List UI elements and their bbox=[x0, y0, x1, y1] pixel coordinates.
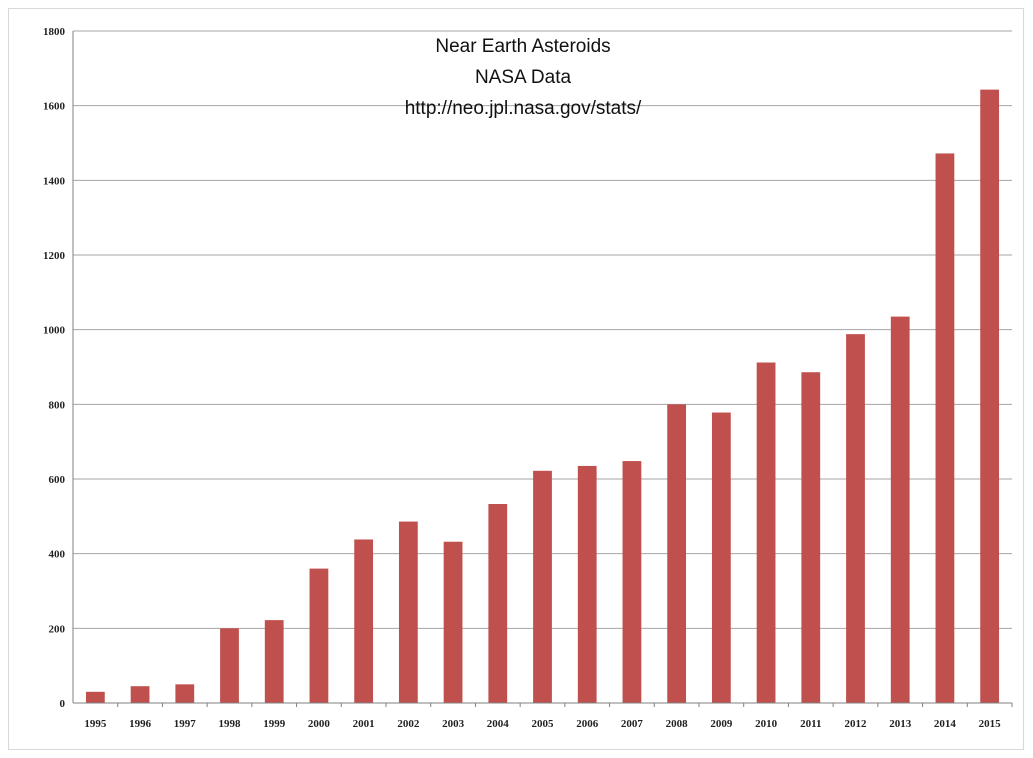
bar-2012 bbox=[846, 334, 865, 703]
x-tick-label-2012: 2012 bbox=[845, 718, 868, 730]
x-tick-label-1996: 1996 bbox=[129, 718, 152, 730]
y-tick-label: 1000 bbox=[43, 325, 66, 337]
x-tick-label-2003: 2003 bbox=[442, 718, 465, 730]
bar-2001 bbox=[354, 539, 374, 703]
chart-title: Near Earth Asteroids NASA Data http://ne… bbox=[405, 36, 642, 119]
y-tick-label: 0 bbox=[60, 698, 66, 710]
x-axis-tick-labels: 1995 1996 1997 1998 1999 2000 2001 2002 2003 2004… bbox=[84, 718, 1001, 730]
y-tick-label: 1600 bbox=[43, 101, 66, 113]
bar-2003 bbox=[443, 541, 463, 703]
bar-2010 bbox=[756, 362, 776, 703]
bar-1995 bbox=[85, 691, 105, 703]
bar-2009 bbox=[711, 412, 731, 703]
chart-title-line-3: http://neo.jpl.nasa.gov/stats/ bbox=[405, 98, 642, 119]
x-tick-label-2001: 2001 bbox=[353, 718, 375, 730]
x-tick-label-2005: 2005 bbox=[532, 718, 555, 730]
bar-1998 bbox=[220, 628, 239, 703]
bar-2006 bbox=[577, 465, 597, 703]
y-tick-label: 1400 bbox=[43, 175, 66, 187]
y-tick-label: 400 bbox=[49, 549, 66, 561]
y-tick-label: 1200 bbox=[43, 250, 66, 262]
x-tick-label-2000: 2000 bbox=[308, 718, 331, 730]
x-tick-label-2002: 2002 bbox=[397, 718, 420, 730]
x-tick-label-2011: 2011 bbox=[800, 718, 821, 730]
y-tick-label: 600 bbox=[49, 474, 66, 486]
x-tick-label-2004: 2004 bbox=[487, 718, 510, 730]
x-tick-label-1997: 1997 bbox=[174, 718, 197, 730]
x-tick-label-2009: 2009 bbox=[710, 718, 733, 730]
x-tick-label-1999: 1999 bbox=[263, 718, 286, 730]
chart-title-line-2: NASA Data bbox=[475, 67, 572, 88]
bar-2008 bbox=[667, 404, 687, 703]
x-tick-label-2006: 2006 bbox=[576, 718, 599, 730]
bar-2014 bbox=[935, 153, 955, 703]
y-tick-label: 1800 bbox=[43, 26, 66, 38]
axes bbox=[72, 31, 1013, 707]
x-tick-label-2010: 2010 bbox=[755, 718, 778, 730]
bar-1996 bbox=[130, 686, 150, 703]
chart-title-line-1: Near Earth Asteroids bbox=[435, 36, 610, 57]
bar-2000 bbox=[309, 568, 329, 703]
x-tick-label-2008: 2008 bbox=[666, 718, 689, 730]
bar-2004 bbox=[488, 504, 508, 703]
y-tick-label: 800 bbox=[49, 399, 66, 411]
x-tick-label-1995: 1995 bbox=[84, 718, 107, 730]
x-tick-label-2014: 2014 bbox=[934, 718, 957, 730]
bar-2015 bbox=[980, 89, 1000, 703]
x-tick-label-1998: 1998 bbox=[219, 718, 242, 730]
bar-2011 bbox=[801, 372, 821, 703]
y-axis-tick-labels: 0 200 400 600 800 1000 1200 1400 1600 1800 bbox=[43, 26, 66, 710]
bar-2007 bbox=[622, 461, 642, 703]
bar-2005 bbox=[533, 470, 552, 703]
bars bbox=[85, 89, 1000, 703]
y-tick-label: 200 bbox=[49, 623, 66, 635]
x-tick-label-2007: 2007 bbox=[621, 718, 644, 730]
bar-2013 bbox=[890, 316, 910, 703]
x-tick-label-2015: 2015 bbox=[979, 718, 1002, 730]
bar-1997 bbox=[175, 684, 195, 703]
x-tick-label-2013: 2013 bbox=[889, 718, 912, 730]
bar-1999 bbox=[264, 620, 284, 703]
bar-2002 bbox=[398, 521, 418, 703]
